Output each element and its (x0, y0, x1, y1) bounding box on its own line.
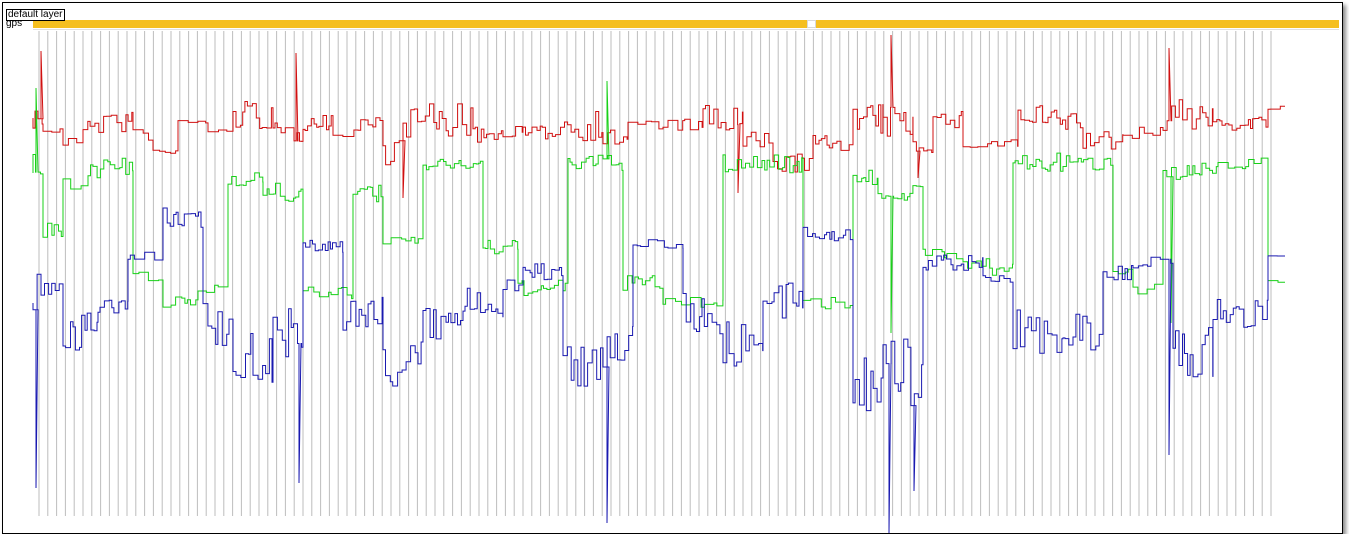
series-blue-line (32, 207, 1285, 533)
track-divider (33, 29, 1339, 30)
gps-track-gap (807, 20, 816, 28)
time-gridlines (38, 31, 1272, 516)
series-red-line (32, 34, 1285, 199)
signal-plot[interactable] (3, 3, 1342, 533)
gps-track-label: gps (6, 18, 23, 29)
layer-label[interactable]: default layer (6, 9, 66, 21)
gps-track-bar[interactable] (33, 20, 1339, 28)
series-green-line (32, 80, 1285, 334)
